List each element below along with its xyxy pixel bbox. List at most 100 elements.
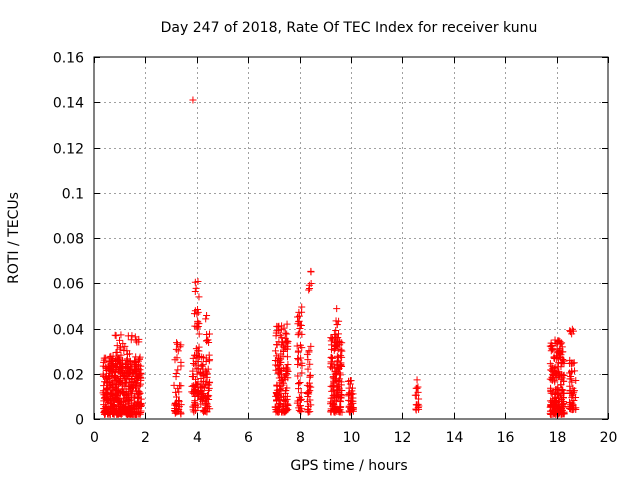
data-point (337, 352, 345, 360)
data-point (555, 387, 563, 395)
data-point (173, 393, 181, 401)
data-point (568, 368, 576, 376)
data-point (413, 376, 421, 384)
data-point (190, 408, 198, 416)
data-point (117, 401, 125, 409)
data-point (172, 373, 180, 381)
data-point (191, 406, 199, 414)
data-point (331, 396, 339, 404)
data-point (191, 361, 199, 369)
data-point (135, 338, 143, 346)
data-point (570, 387, 578, 395)
data-point (330, 346, 338, 354)
data-point (296, 395, 304, 403)
data-point (206, 378, 214, 386)
data-point (197, 362, 205, 370)
data-point (102, 378, 110, 386)
data-point (136, 355, 144, 363)
data-point (273, 382, 281, 390)
data-point (336, 361, 344, 369)
data-point (105, 409, 113, 417)
data-point (307, 383, 315, 391)
data-point (550, 368, 558, 376)
y-tick-label: 0.02 (53, 368, 84, 384)
data-point (334, 330, 342, 338)
data-point (558, 339, 566, 347)
data-point (120, 394, 128, 402)
data-point (194, 389, 202, 397)
data-point (135, 390, 143, 398)
data-point (116, 396, 124, 404)
data-point (113, 410, 121, 418)
data-point (332, 317, 340, 325)
data-point (171, 400, 179, 408)
y-tick-label: 0.08 (53, 232, 84, 248)
data-point (135, 361, 143, 369)
data-point (546, 403, 554, 411)
data-point (570, 388, 578, 396)
data-point (547, 347, 555, 355)
data-point (338, 353, 346, 361)
data-point (565, 398, 573, 406)
y-tick-label: 0.1 (62, 187, 84, 203)
data-point (331, 363, 339, 371)
data-point (296, 321, 304, 329)
data-point (294, 354, 302, 362)
data-point (109, 401, 117, 409)
data-point (559, 372, 567, 380)
data-point (345, 384, 353, 392)
data-point (274, 323, 282, 331)
data-point (271, 403, 279, 411)
data-point (283, 370, 291, 378)
data-point (333, 305, 341, 313)
data-point (203, 330, 211, 338)
data-point (334, 345, 342, 353)
axis-ticks (94, 57, 609, 420)
data-point (190, 388, 198, 396)
data-point (331, 406, 339, 414)
data-point (131, 365, 139, 373)
data-point (346, 408, 354, 416)
x-axis-label: GPS time / hours (290, 458, 407, 474)
data-point (137, 403, 145, 411)
data-point (107, 390, 115, 398)
data-point (327, 382, 335, 390)
data-point (336, 369, 344, 377)
data-point (303, 398, 311, 406)
y-tick-label: 0.16 (53, 51, 84, 67)
data-point (203, 312, 211, 320)
data-point (174, 347, 182, 355)
data-point (131, 333, 139, 341)
data-point (170, 381, 178, 389)
x-tick-label: 10 (343, 430, 361, 446)
data-point (109, 352, 117, 360)
data-point (190, 360, 198, 368)
data-point (330, 331, 338, 339)
data-point (281, 376, 289, 384)
data-point (551, 397, 559, 405)
data-point (134, 410, 142, 418)
data-point (195, 347, 203, 355)
data-point (557, 376, 565, 384)
data-point (307, 342, 315, 350)
data-point (190, 401, 198, 409)
data-point (195, 293, 203, 301)
chart-title: Day 247 of 2018, Rate Of TEC Index for r… (161, 20, 538, 36)
data-point (346, 380, 354, 388)
data-point (202, 404, 210, 412)
data-point (283, 337, 291, 345)
data-points (99, 96, 580, 418)
data-point (349, 404, 357, 412)
data-point (115, 406, 123, 414)
data-point (100, 358, 108, 366)
data-point (345, 392, 353, 400)
data-point (190, 310, 198, 318)
data-point (108, 368, 116, 376)
data-point (297, 354, 305, 362)
data-point (275, 408, 283, 416)
data-point (112, 349, 120, 357)
data-point (338, 347, 346, 355)
data-point (305, 388, 313, 396)
data-point (114, 386, 122, 394)
